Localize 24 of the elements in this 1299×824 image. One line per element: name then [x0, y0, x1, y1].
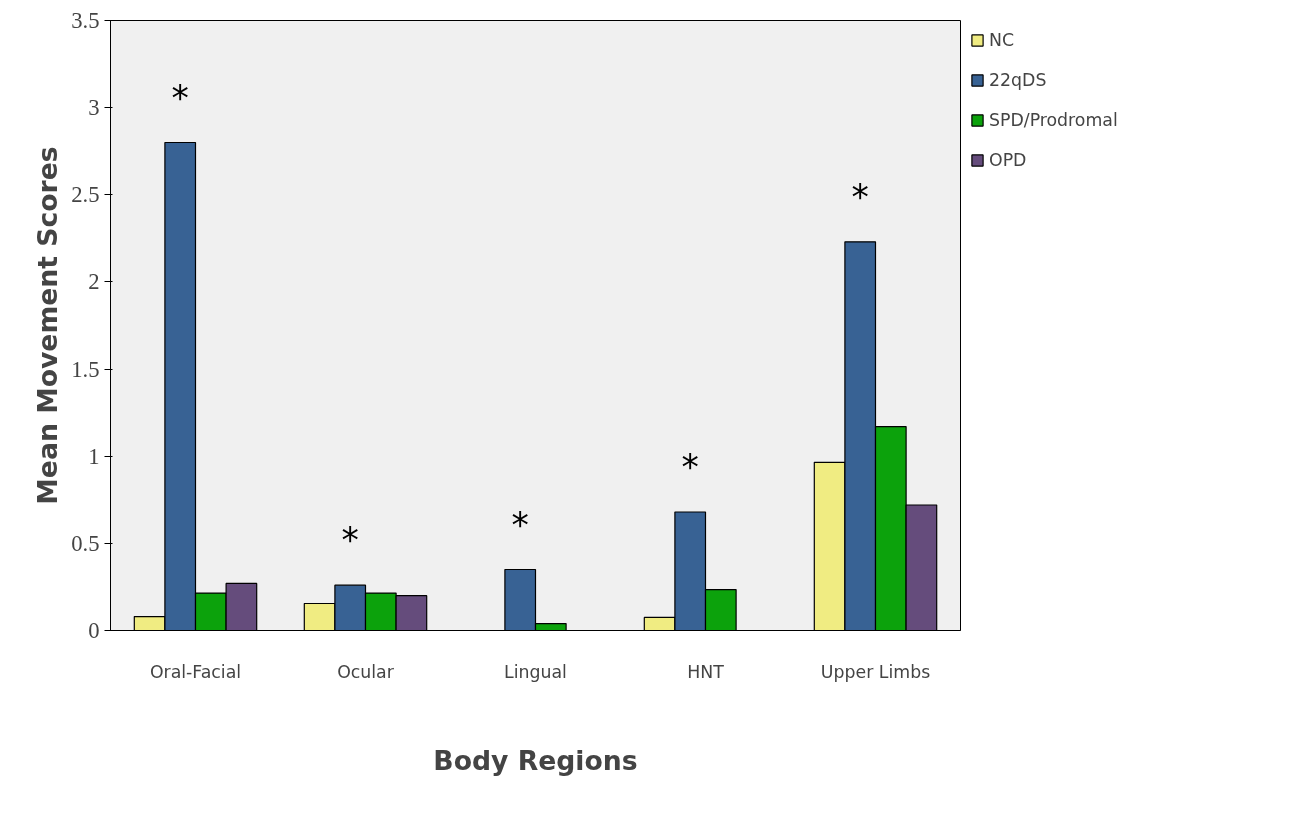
x-tick-label: Ocular: [337, 661, 395, 682]
annotation: *: [171, 77, 189, 118]
y-tick-label: 3.5: [71, 8, 100, 33]
y-tick-label: 2.5: [71, 182, 100, 208]
y-tick-label: 3: [88, 95, 100, 121]
annotation: *: [341, 520, 359, 561]
annotation: *: [681, 446, 699, 487]
x-tick-label: Lingual: [504, 661, 567, 682]
annotation: *: [851, 176, 869, 217]
y-tick-label: 1: [88, 443, 100, 469]
legend-label: NC: [989, 30, 1015, 50]
legend-label: 22qDS: [989, 70, 1047, 90]
y-tick-label: 0: [88, 618, 100, 643]
y-tick-label: 0.5: [71, 530, 100, 556]
y-tick-label: 1.5: [71, 356, 100, 382]
x-tick-label: Oral-Facial: [149, 661, 242, 682]
y-axis-title: Mean Movement Scores: [32, 146, 64, 505]
x-tick-label: HNT: [687, 661, 725, 682]
x-tick-label: Upper Limbs: [820, 661, 931, 682]
legend-label: SPD/Prodromal: [989, 110, 1118, 130]
y-tick-label: 2: [88, 269, 100, 295]
legend-label: OPD: [989, 150, 1027, 170]
annotation: *: [511, 504, 529, 545]
x-axis-title: Body Regions: [433, 744, 638, 776]
